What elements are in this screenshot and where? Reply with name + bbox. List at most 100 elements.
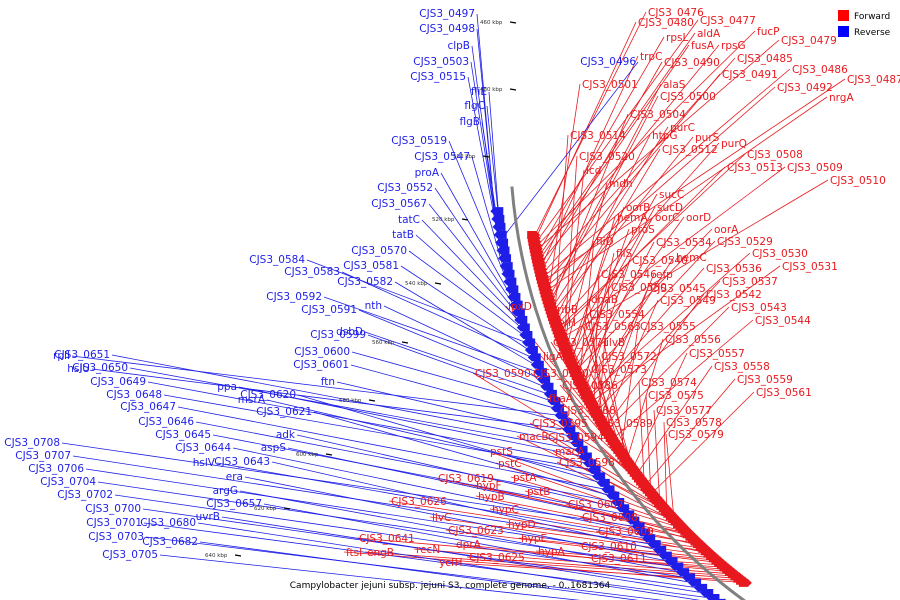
reverse-feature <box>519 331 533 340</box>
forward-gene-label: oorB <box>626 202 650 214</box>
reverse-feature <box>601 485 615 494</box>
forward-gene-label: CJS3_0554 <box>589 309 645 321</box>
scale-tick-label: 620 kbp <box>254 506 277 512</box>
forward-gene-label: ilvC <box>432 512 451 524</box>
reverse-gene-label: CJS3_0620 <box>240 389 296 401</box>
forward-link <box>540 44 720 263</box>
reverse-link <box>323 296 539 373</box>
reverse-feature <box>495 238 509 247</box>
reverse-link <box>394 281 536 366</box>
reverse-gene-label: CJS3_0644 <box>175 442 231 454</box>
forward-gene-label: sucC <box>659 189 684 201</box>
reverse-gene-label: CJS3_0570 <box>351 245 407 257</box>
forward-gene-label: rpsL <box>666 32 688 44</box>
forward-link <box>588 252 751 396</box>
reverse-link <box>341 271 532 358</box>
forward-link <box>597 280 721 411</box>
reverse-link <box>336 381 571 437</box>
genome-backbone <box>510 186 747 600</box>
scale-tick-label: 600 kbp <box>296 452 319 458</box>
legend-reverse-swatch <box>838 26 849 37</box>
forward-gene-label: CJS3_0536 <box>706 263 762 275</box>
forward-link <box>489 508 702 545</box>
reverse-link <box>498 61 639 243</box>
forward-gene-label: CJS3_0529 <box>717 236 773 248</box>
reverse-gene-label: CJS3_0647 <box>120 401 176 413</box>
forward-gene-label: fliS <box>616 248 633 260</box>
reverse-feature <box>562 425 576 434</box>
reverse-link <box>143 522 711 599</box>
reverse-link <box>91 368 567 430</box>
forward-link <box>552 126 669 308</box>
reverse-gene-label: CJS3_0515 <box>410 71 466 83</box>
forward-link <box>595 273 655 408</box>
forward-gene-label: CJS3_0563 <box>585 321 641 333</box>
forward-gene-label: CJS3_0513 <box>727 162 783 174</box>
reverse-gene-label: nth <box>365 300 382 312</box>
reverse-gene-label: tatC <box>398 214 420 226</box>
forward-link <box>653 409 661 501</box>
reverse-link <box>238 386 583 457</box>
reverse-feature <box>540 382 554 391</box>
forward-gene-label: CJS3_0579 <box>668 429 724 441</box>
reverse-feature <box>493 230 507 239</box>
forward-link <box>620 325 639 450</box>
forward-gene-label: ilvB <box>606 337 625 349</box>
reverse-gene-label: CJS3_0703 <box>88 531 144 543</box>
reverse-link <box>216 462 647 539</box>
forward-link <box>603 341 626 456</box>
forward-gene-label: CJS3_0479 <box>781 35 837 47</box>
forward-link <box>538 36 665 253</box>
scale-tick-label: 560 kbp <box>372 340 395 346</box>
forward-gene-label: oorC <box>655 212 680 224</box>
forward-gene-label: CJS3_0542 <box>706 289 762 301</box>
reverse-gene-label: CJS3_0581 <box>343 260 399 272</box>
forward-gene-label: oorA <box>714 224 739 236</box>
forward-gene-label: dnaB <box>591 294 618 306</box>
forward-link <box>565 169 585 344</box>
reverse-link <box>199 541 639 600</box>
forward-gene-label: pstC <box>498 458 522 470</box>
reverse-feature <box>503 277 517 286</box>
reverse-gene-label: CJS3_0705 <box>102 549 158 561</box>
reverse-feature <box>583 459 597 468</box>
scale-tick-label: 540 kbp <box>405 281 428 287</box>
legend-reverse-label: Reverse <box>854 28 891 38</box>
forward-gene-label: CJS3_0580 <box>533 368 589 380</box>
forward-gene-label: purQ <box>721 138 747 150</box>
reverse-gene-label: CJS3_0707 <box>15 450 71 462</box>
forward-link <box>518 537 717 559</box>
forward-link <box>551 113 629 304</box>
scale-tick <box>234 554 242 557</box>
forward-link <box>541 61 663 270</box>
forward-link <box>598 286 610 414</box>
reverse-feature <box>587 465 601 474</box>
reverse-feature <box>558 418 572 427</box>
forward-link <box>543 68 791 277</box>
forward-gene-label: CJS3_0578 <box>666 417 722 429</box>
reverse-gene-label: ppa <box>217 381 237 393</box>
forward-feature <box>738 578 752 587</box>
reverse-gene-label: CJS3_0599 <box>310 329 366 341</box>
reverse-gene-label: CJS3_0519 <box>391 135 447 147</box>
forward-gene-label: CJS3_0626 <box>391 496 447 508</box>
forward-link <box>538 32 696 256</box>
reverse-feature <box>490 207 504 216</box>
forward-gene-label: CJS3_0572 <box>601 351 657 363</box>
reverse-feature <box>507 293 521 302</box>
reverse-link <box>448 140 508 282</box>
forward-gene-label: alaS <box>663 79 686 91</box>
forward-gene-label: aldA <box>697 28 721 40</box>
forward-gene-label: CJS3_0550 <box>611 282 667 294</box>
forward-gene-label: CJS3_0544 <box>755 315 811 327</box>
forward-link <box>546 86 776 287</box>
forward-gene-label: CJS3_0512 <box>662 144 718 156</box>
forward-gene-label: CJS3_0534 <box>656 237 712 249</box>
forward-gene-label: CJS3_0586 <box>562 380 618 392</box>
forward-gene-label: ycfH <box>439 557 463 569</box>
forward-gene-label: hypD <box>508 519 536 531</box>
reverse-feature <box>596 478 610 487</box>
reverse-feature <box>491 214 505 223</box>
forward-link <box>585 259 631 389</box>
reverse-feature <box>505 285 519 294</box>
